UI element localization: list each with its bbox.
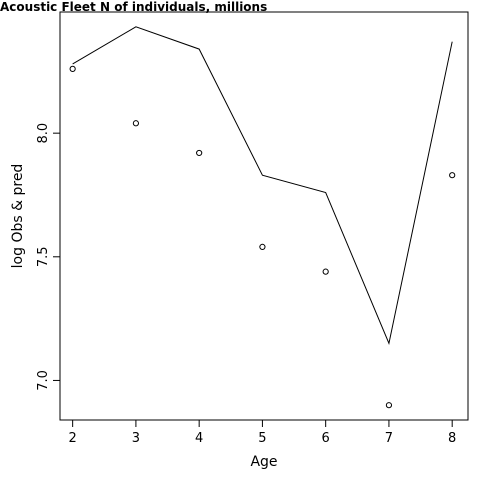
plot-frame	[59, 11, 469, 421]
predicted-line	[72, 26, 453, 346]
observed-point	[69, 65, 76, 72]
observed-point	[196, 149, 203, 157]
observed-point	[449, 172, 456, 179]
y-axis: 7.0 7.5 8.0	[36, 123, 60, 391]
y-tick-label: 7.0	[36, 370, 51, 391]
y-tick-label: 7.5	[36, 246, 51, 267]
x-tick-label: 7	[385, 431, 393, 446]
y-tick-label: 8.0	[36, 123, 51, 144]
observed-point	[132, 120, 140, 127]
observed-point	[259, 243, 266, 251]
x-axis-label: Age	[250, 454, 277, 470]
series-layer	[69, 26, 456, 409]
x-tick-label: 5	[258, 431, 266, 446]
x-tick-label: 8	[448, 431, 456, 446]
x-tick-label: 6	[322, 431, 330, 446]
y-axis-label: log Obs & pred	[10, 164, 26, 269]
x-axis: 2 3 4 5 6 7 8	[69, 420, 456, 446]
observed-point	[385, 402, 393, 409]
x-tick-label: 3	[132, 431, 140, 446]
x-tick-label: 2	[69, 431, 77, 446]
x-tick-label: 4	[195, 431, 203, 446]
chart-title: Acoustic Fleet N of individuals, million…	[0, 0, 267, 14]
observed-point	[322, 268, 329, 275]
